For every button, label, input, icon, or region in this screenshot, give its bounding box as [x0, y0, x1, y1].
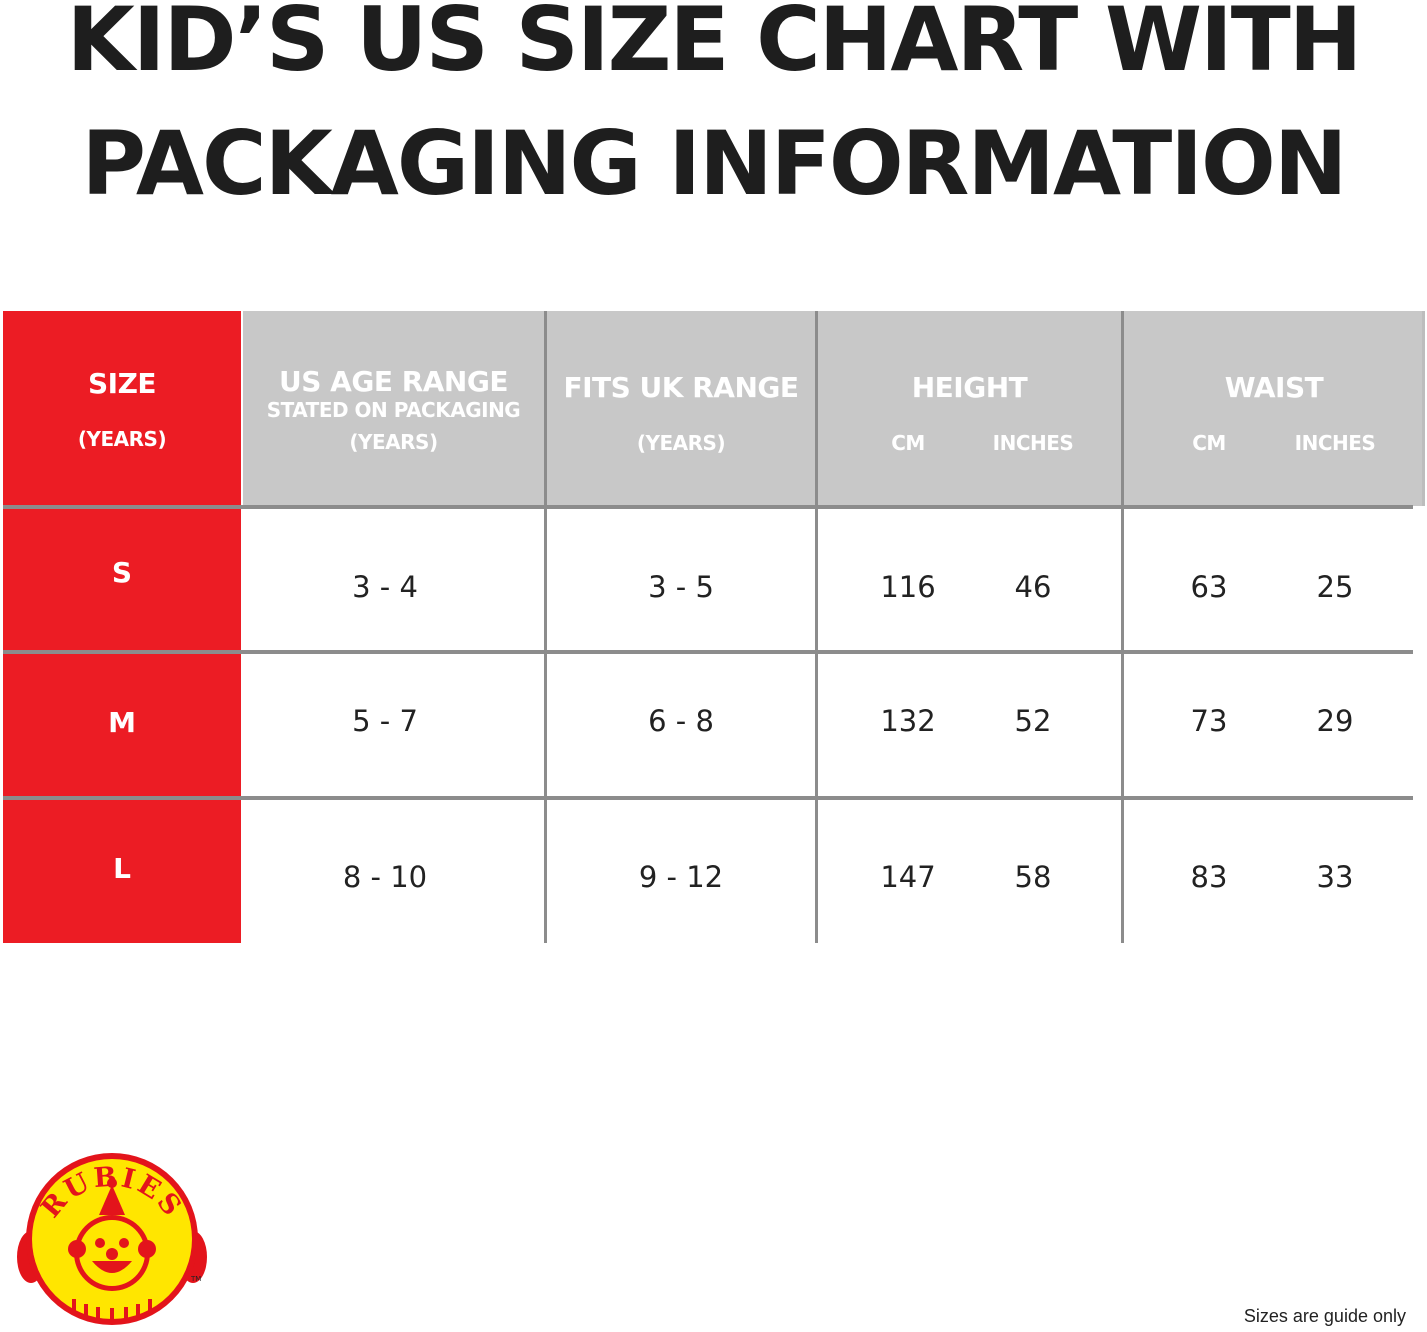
divider-vertical — [544, 311, 547, 943]
rubies-logo: RUBIES TM — [17, 1153, 207, 1328]
footnote: Sizes are guide only — [1243, 1306, 1406, 1326]
trademark-mark: TM — [190, 1275, 201, 1283]
page-title-line-2: PACKAGING INFORMATION — [81, 112, 1347, 215]
divider-horizontal — [3, 505, 1413, 509]
header-height: HEIGHT — [911, 371, 1028, 404]
size-chart-table: SIZE (YEARS) US AGE RANGE STATED ON PACK… — [3, 311, 1425, 943]
height-inches-value: 52 — [1014, 704, 1052, 738]
header-waist-inches: INCHES — [1294, 431, 1376, 455]
waist-inches-value: 33 — [1316, 860, 1354, 894]
height-cm-value: 116 — [880, 570, 936, 604]
height-inches-value: 58 — [1014, 860, 1052, 894]
divider-horizontal — [3, 650, 1413, 654]
waist-cm-value: 63 — [1190, 570, 1228, 604]
divider-vertical — [815, 311, 818, 943]
uk-range-value: 9 - 12 — [638, 860, 724, 894]
header-uk-range-unit: (YEARS) — [636, 431, 726, 455]
size-label: M — [108, 706, 136, 739]
header-us-age-range: US AGE RANGE — [279, 365, 508, 398]
divider-horizontal — [3, 796, 1413, 800]
us-age-value: 3 - 4 — [352, 570, 418, 604]
uk-range-value: 3 - 5 — [648, 570, 714, 604]
us-age-value: 5 - 7 — [352, 704, 418, 738]
header-us-age-unit: (YEARS) — [349, 430, 438, 454]
height-cm-value: 132 — [880, 704, 936, 738]
header-waist-cm: CM — [1192, 431, 1226, 455]
waist-cm-value: 83 — [1190, 860, 1228, 894]
us-age-value: 8 - 10 — [342, 860, 428, 894]
divider-vertical — [1422, 311, 1425, 506]
height-inches-value: 46 — [1014, 570, 1052, 604]
header-height-cm: CM — [891, 431, 925, 455]
header-size-unit: (YEARS) — [77, 427, 167, 451]
header-uk-range: FITS UK RANGE — [563, 371, 799, 404]
height-cm-value: 147 — [880, 860, 936, 894]
page-title-line-1: KID’S US SIZE CHART WITH — [66, 0, 1363, 91]
size-column-background — [3, 311, 241, 943]
waist-cm-value: 73 — [1190, 704, 1228, 738]
divider-vertical — [1121, 311, 1124, 943]
waist-inches-value: 25 — [1316, 570, 1354, 604]
header-waist: WAIST — [1224, 371, 1324, 404]
header-height-inches: INCHES — [992, 431, 1074, 455]
header-background — [243, 311, 1425, 506]
header-size: SIZE — [87, 367, 157, 400]
size-label: S — [111, 556, 133, 589]
clown-icon: RUBIES TM — [17, 1153, 207, 1325]
uk-range-value: 6 - 8 — [648, 704, 714, 738]
waist-inches-value: 29 — [1316, 704, 1354, 738]
size-label: L — [113, 852, 131, 885]
header-us-age-note: STATED ON PACKAGING — [266, 398, 521, 422]
